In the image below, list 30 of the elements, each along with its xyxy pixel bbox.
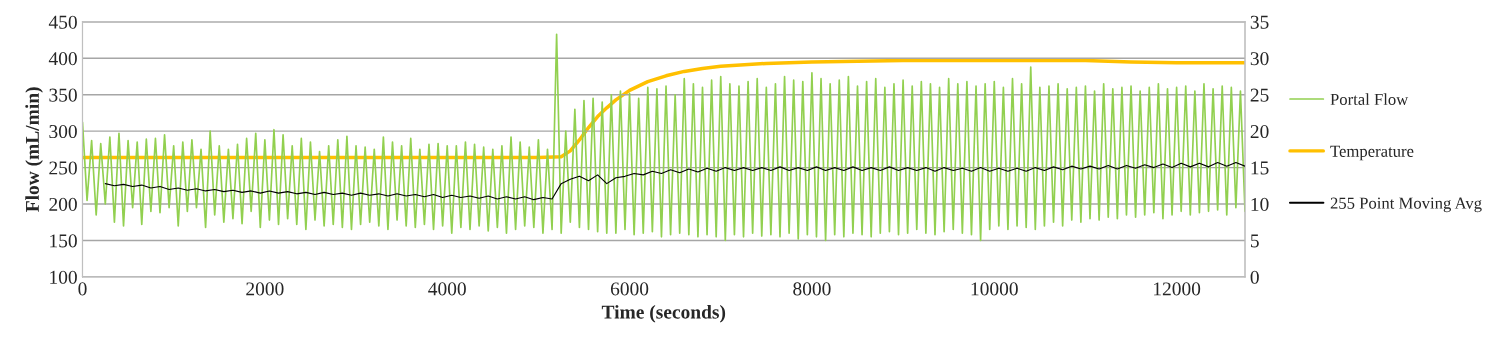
y-tick-label: 300 (49, 124, 77, 139)
y-axis-title: Flow (mL/min) (25, 87, 43, 212)
line-series (82, 33, 1245, 242)
y2-tick-label: 15 (1251, 161, 1269, 175)
line-series (104, 161, 1245, 201)
y2-tick-label: 10 (1251, 197, 1269, 211)
y2-tick-label: 35 (1250, 15, 1269, 29)
x-tick-label: 6000 (610, 282, 649, 296)
y-tick-label: 200 (49, 197, 77, 211)
legend-label: Temperature (1330, 145, 1414, 161)
legend-label: 255 Point Moving Avg (1330, 197, 1482, 213)
y2-tick-label: 20 (1250, 124, 1269, 139)
y-tick-label: 100 (50, 270, 77, 284)
y-tick-label: 150 (50, 234, 77, 248)
y-tick-label: 450 (48, 15, 77, 29)
x-tick-label: 8000 (793, 282, 831, 296)
x-tick-label: 0 (78, 282, 87, 296)
x-tick-label: 10000 (971, 282, 1018, 296)
legend-label: Portal Flow (1330, 93, 1409, 105)
y-tick-label: 250 (49, 161, 77, 175)
y-tick-label: 350 (49, 88, 77, 102)
y2-tick-label: 0 (1250, 270, 1259, 284)
x-tick-label: 4000 (428, 282, 466, 296)
y2-tick-label: 25 (1250, 88, 1269, 102)
y2-tick-label: 30 (1250, 52, 1269, 66)
y2-tick-label: 5 (1250, 234, 1259, 248)
x-axis-title: Time (seconds) (601, 304, 726, 323)
x-tick-label: 2000 (246, 282, 284, 296)
y-tick-label: 400 (48, 52, 77, 66)
x-tick-label: 12000 (1154, 282, 1201, 296)
